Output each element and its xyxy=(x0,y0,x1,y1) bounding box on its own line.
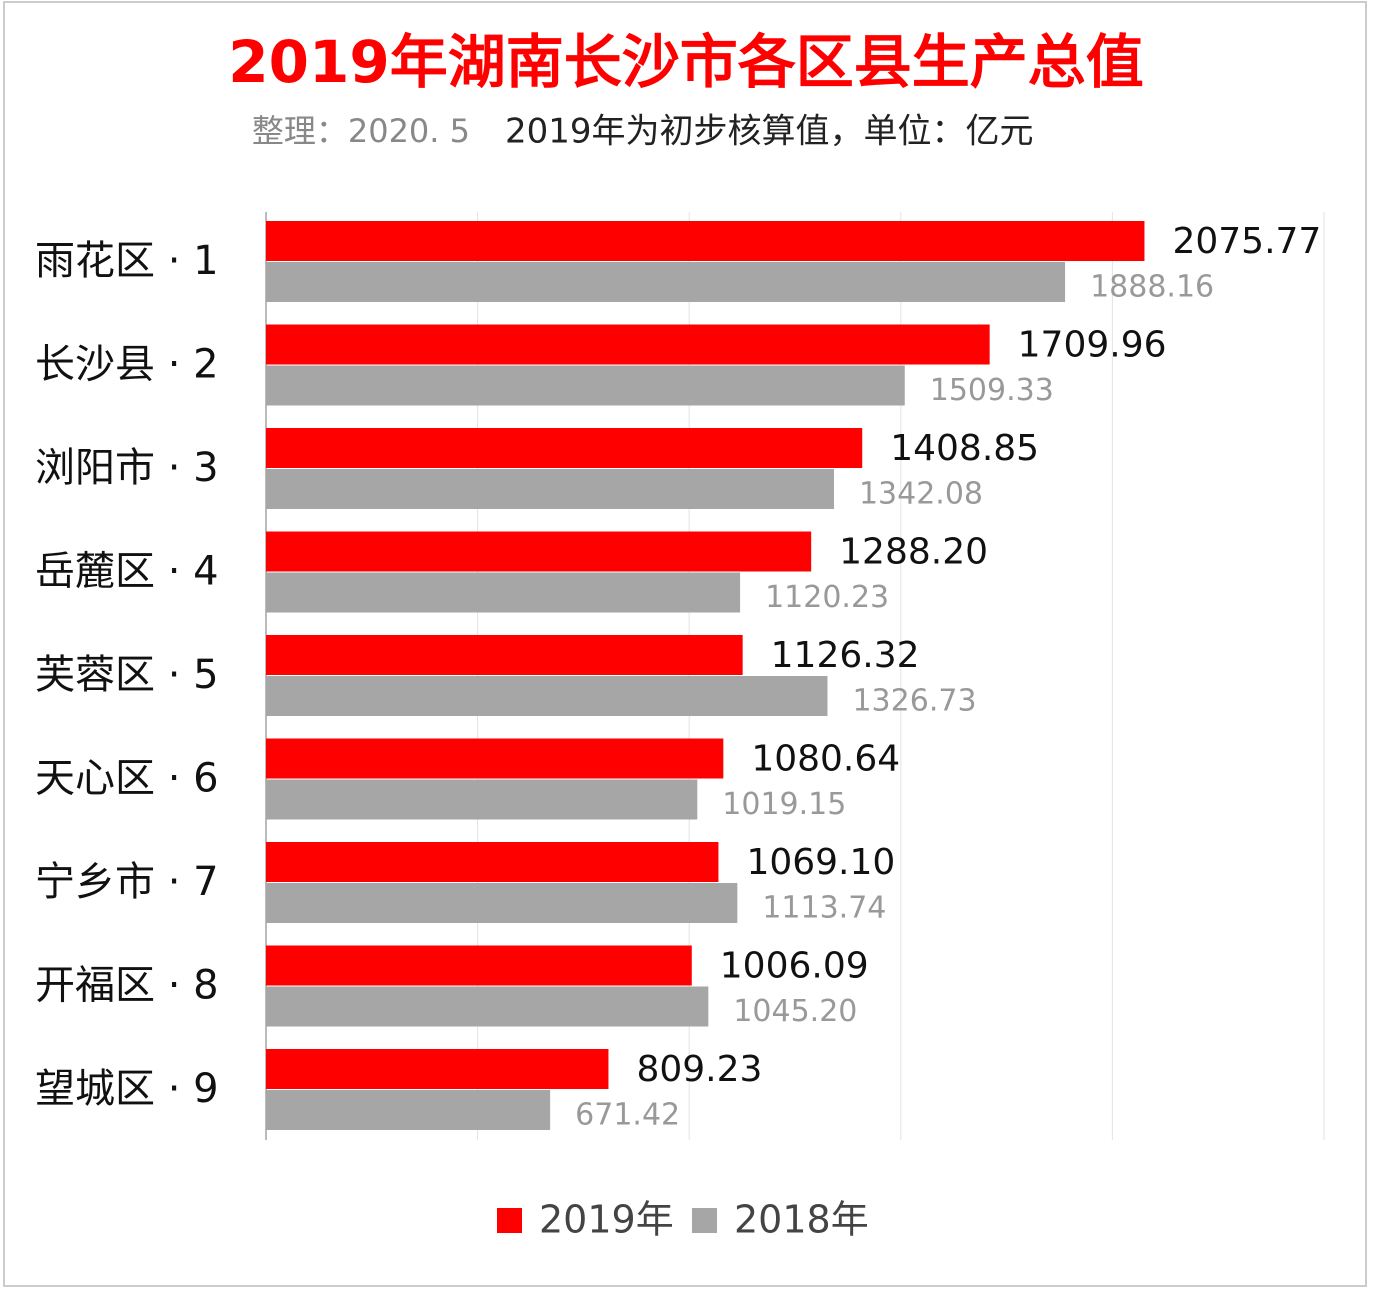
bar xyxy=(266,572,741,613)
y-tick-label: 长沙县 · 2 xyxy=(35,342,219,388)
y-tick-label: 天心区 · 6 xyxy=(35,756,219,802)
value-label: 1069.10 xyxy=(746,842,895,883)
value-label: 1408.85 xyxy=(890,428,1039,469)
y-tick-label: 岳麓区 · 4 xyxy=(35,549,219,595)
value-label: 1888.16 xyxy=(1090,270,1214,305)
value-label: 1045.20 xyxy=(733,994,857,1029)
bar xyxy=(266,324,990,365)
subtitle: 2019年为初步核算值，单位：亿元 xyxy=(505,112,1034,152)
y-tick-label: 望城区 · 9 xyxy=(35,1066,219,1112)
value-label: 809.23 xyxy=(636,1049,762,1090)
value-label: 1006.09 xyxy=(720,946,869,987)
y-tick-label: 开福区 · 8 xyxy=(35,963,219,1009)
bar xyxy=(266,221,1145,261)
source: 整理：2020. 5 xyxy=(252,112,470,150)
legend-label: 2018年 xyxy=(734,1198,869,1242)
y-tick-label: 宁乡市 · 7 xyxy=(35,859,219,905)
value-label: 1113.74 xyxy=(762,891,886,926)
bar xyxy=(266,469,834,509)
legend-label: 2019年 xyxy=(539,1198,674,1242)
value-label: 1288.20 xyxy=(839,532,988,573)
y-tick-label: 芙蓉区 · 5 xyxy=(35,652,219,698)
value-label: 1019.15 xyxy=(722,787,846,822)
bar xyxy=(266,428,863,468)
bar xyxy=(266,779,698,820)
y-tick-label: 雨花区 · 1 xyxy=(35,238,219,284)
bar xyxy=(266,635,743,675)
bar xyxy=(266,738,724,779)
value-label: 1342.08 xyxy=(859,477,983,512)
value-label: 1080.64 xyxy=(751,739,900,780)
value-label: 1326.73 xyxy=(852,684,976,719)
bar xyxy=(266,365,905,406)
value-label: 1126.32 xyxy=(771,635,920,676)
legend-swatch xyxy=(692,1208,717,1233)
value-label: 671.42 xyxy=(575,1098,680,1133)
value-label: 1709.96 xyxy=(1018,325,1167,366)
bar xyxy=(266,842,719,882)
y-tick-label: 浏阳市 · 3 xyxy=(35,445,219,491)
bar xyxy=(266,883,738,923)
chart-title: 2019年湖南长沙市各区县生产总值 xyxy=(228,28,1143,96)
bar xyxy=(266,531,812,572)
bar xyxy=(266,1049,609,1089)
value-label: 1509.33 xyxy=(930,373,1054,408)
bar xyxy=(266,945,692,986)
bar xyxy=(266,1090,551,1130)
bar xyxy=(266,262,1066,302)
legend-swatch xyxy=(497,1208,522,1233)
bar xyxy=(266,676,828,716)
bar xyxy=(266,986,709,1027)
value-label: 2075.77 xyxy=(1172,221,1321,262)
value-label: 1120.23 xyxy=(765,580,889,615)
